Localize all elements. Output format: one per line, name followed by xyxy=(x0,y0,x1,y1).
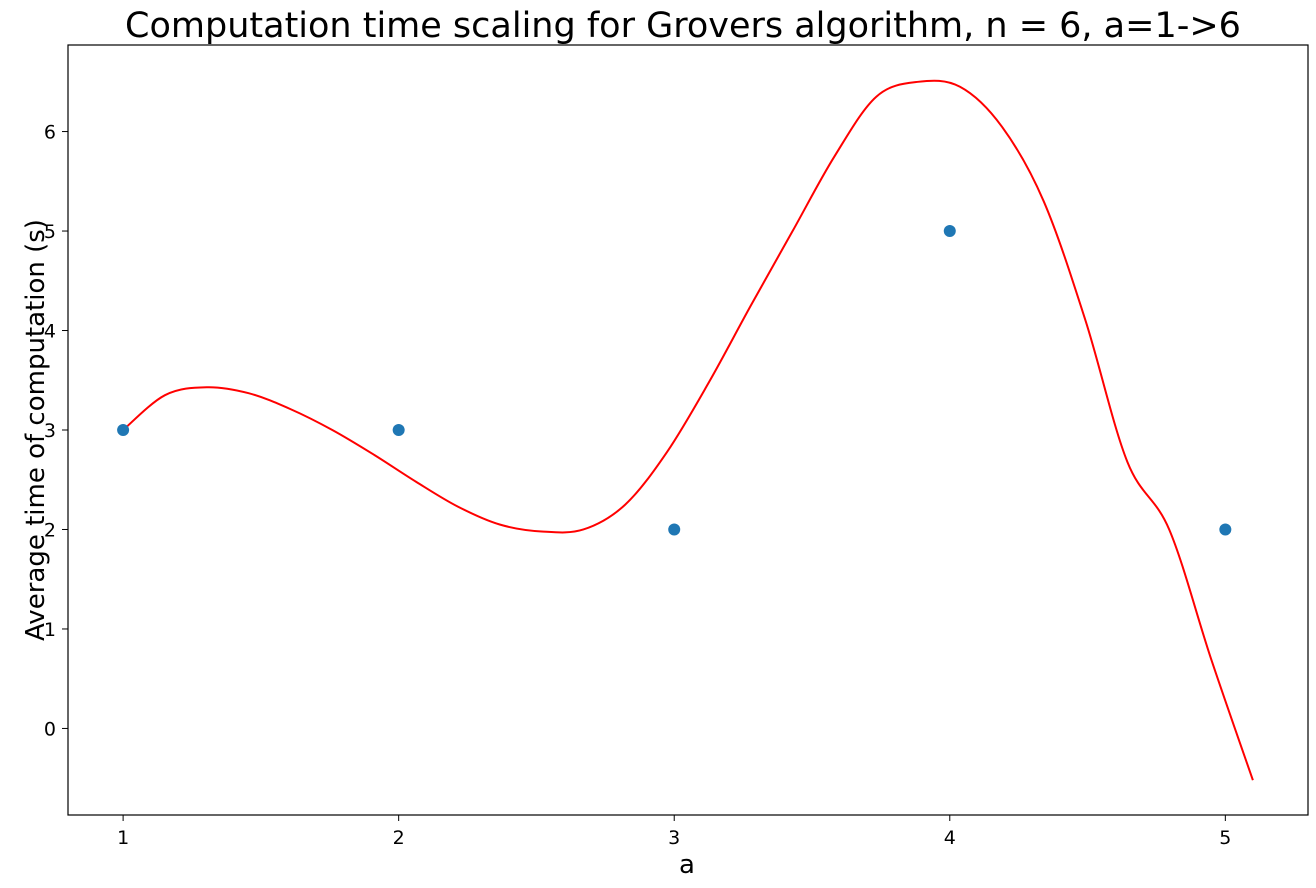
y-tick-label: 4 xyxy=(44,321,56,343)
x-axis-ticks: 1 2 3 4 5 xyxy=(117,815,1231,849)
plot-frame xyxy=(67,44,1309,816)
y-tick-label: 3 xyxy=(44,420,56,442)
data-point xyxy=(392,424,405,436)
chart-title: Computation time scaling for Grovers alg… xyxy=(125,6,1241,46)
x-tick-label: 1 xyxy=(117,827,129,849)
data-point xyxy=(117,424,130,436)
y-tick-label: 5 xyxy=(44,221,56,243)
x-axis-label: a xyxy=(679,850,695,880)
x-tick-label: 2 xyxy=(393,827,405,849)
y-axis-ticks: 0 1 2 3 4 5 6 xyxy=(44,122,68,740)
y-tick-label: 2 xyxy=(44,519,56,541)
data-point xyxy=(1219,523,1232,536)
series-layer xyxy=(117,79,1254,781)
x-tick-label: 4 xyxy=(944,827,956,849)
y-tick-label: 6 xyxy=(44,122,56,144)
data-point xyxy=(668,523,681,536)
y-tick-label: 0 xyxy=(44,718,56,740)
x-tick-label: 5 xyxy=(1219,827,1231,849)
fit-curve-line xyxy=(122,79,1254,781)
y-axis-label: Average time of computation (s) xyxy=(21,219,51,641)
x-tick-label: 3 xyxy=(668,827,680,849)
y-tick-label: 1 xyxy=(44,619,56,641)
data-point xyxy=(943,225,956,238)
